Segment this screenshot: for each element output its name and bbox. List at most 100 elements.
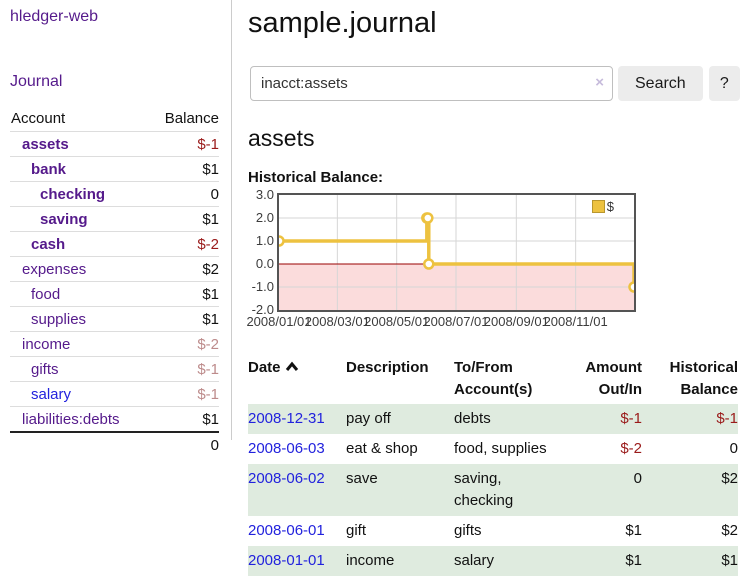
clear-search-icon[interactable]: × [595,74,604,91]
search-box: × [250,66,613,101]
account-link[interactable]: salary [31,385,72,403]
register-header-account: To/From Account(s) [454,359,533,398]
y-axis-tick-label: 3.0 [255,187,274,202]
register-row: 2008-06-01 gift gifts $1 $2 [248,516,738,546]
account-row: assets $-1 [10,131,219,157]
sidebar-item-journal[interactable]: Journal [10,73,63,90]
register-accounts: food, supplies [454,440,547,457]
accounts-header-account: Account [11,110,66,127]
accounts-total-row: 0 [10,432,219,458]
register-description: pay off [346,410,391,427]
register-row: 2008-01-01 income salary $1 $1 [248,546,738,576]
account-heading: assets [248,125,315,151]
account-link[interactable]: supplies [31,310,87,328]
account-link[interactable]: saving [40,210,88,228]
account-balance: $-1 [197,135,219,153]
x-axis-tick-label: 2008/09/01 [483,314,549,329]
x-axis-tick-label: 2008/01/01 [246,314,312,329]
register-description: income [346,552,395,569]
register-date-link[interactable]: 2008-01-01 [248,552,325,569]
accounts-total-value: 0 [210,437,219,454]
register-balance: $1 [721,552,738,569]
account-row: bank $1 [10,156,219,182]
chart-title: Historical Balance: [248,169,384,186]
register-header-row: Date Description To/From Account(s) Amou… [248,353,738,404]
account-balance: $2 [202,260,219,278]
register-balance: $2 [721,470,738,487]
account-row: checking 0 [10,181,219,207]
account-link[interactable]: liabilities:debts [22,410,120,428]
register-accounts: saving, checking [454,470,514,509]
account-link[interactable]: bank [31,160,67,178]
register-row: 2008-06-02 save saving, checking 0 $2 [248,464,738,516]
x-axis-tick-label: 2008/03/01 [304,314,370,329]
register-table: Date Description To/From Account(s) Amou… [248,353,738,576]
register-amount: 0 [633,470,642,487]
register-description: eat & shop [346,440,418,457]
accounts-table-body: assets $-1 bank $1 checking 0 saving $1 cash $-2 e… [10,131,219,459]
register-header-amount: Amount Out/In [585,359,642,398]
account-balance: $-1 [197,360,219,378]
account-link[interactable]: gifts [31,360,59,378]
account-link[interactable]: cash [31,235,66,253]
account-link[interactable]: expenses [22,260,87,278]
account-balance: $1 [202,410,219,428]
sidebar: hledger-web Journal Account Balance asse… [0,0,232,454]
register-description: gift [346,522,367,539]
account-link[interactable]: food [31,285,61,303]
account-row: expenses $2 [10,256,219,282]
y-axis-tick-label: 0.0 [255,256,274,271]
account-row: income $-2 [10,331,219,357]
register-date-link[interactable]: 2008-12-31 [248,410,325,427]
account-balance: $-1 [197,385,219,403]
register-amount: $1 [625,552,642,569]
page-title: sample.journal [248,7,437,39]
legend-label: $ [606,199,614,214]
register-amount: $-2 [620,440,642,457]
accounts-table: Account Balance assets $-1 bank $1 checking 0… [10,107,219,458]
chart-plot-area: $ [273,193,640,312]
register-description: save [346,470,378,487]
historical-balance-chart: $ 3.0 2.0 1.0 0.0 -1.0 -2.0 2008/01/01 2008/03/… [246,188,718,330]
register-amount: $-1 [620,410,642,427]
search-button[interactable]: Search [618,66,703,101]
register-row: 2008-06-03 eat & shop food, supplies $-2 0 [248,434,738,464]
y-axis-tick-label: -1.0 [251,279,274,294]
account-balance: $-2 [197,235,219,253]
account-balance: $1 [202,210,219,228]
register-accounts: debts [454,410,491,427]
chart-canvas [273,195,640,310]
legend-swatch-icon [591,200,605,213]
register-date-link[interactable]: 2008-06-01 [248,522,325,539]
search-bar: × Search ? [248,66,740,101]
account-link[interactable]: checking [40,185,106,203]
app-title-link[interactable]: hledger-web [10,8,99,25]
register-accounts: salary [454,552,495,569]
register-header-balance: Historical Balance [669,359,738,398]
register-date-link[interactable]: 2008-06-02 [248,470,325,487]
account-link[interactable]: assets [22,135,69,153]
account-row: gifts $-1 [10,356,219,382]
account-row: cash $-2 [10,231,219,257]
account-balance: $1 [202,310,219,328]
register-date-link[interactable]: 2008-06-03 [248,440,325,457]
x-axis-tick-label: 2008/11/01 [543,314,608,329]
register-header-description: Description [346,359,429,376]
y-axis-tick-label: 1.0 [255,233,274,248]
register-header-date[interactable]: Date [248,353,346,404]
help-button[interactable]: ? [708,66,740,101]
register-table-body: 2008-12-31 pay off debts $-1 $-1 2008-06-03 ea… [248,404,738,576]
account-balance: $-2 [197,335,219,353]
accounts-header-row: Account Balance [10,107,219,132]
account-row: saving $1 [10,206,219,232]
register-row: 2008-12-31 pay off debts $-1 $-1 [248,404,738,434]
account-balance: 0 [210,185,219,203]
accounts-header-balance: Balance [164,110,219,127]
y-axis-tick-label: 2.0 [255,210,274,225]
x-axis-tick-label: 2008/07/01 [423,314,489,329]
account-row: food $1 [10,281,219,307]
account-link[interactable]: income [22,335,71,353]
search-input[interactable] [250,66,613,101]
x-axis-tick-label: 2008/05/01 [364,314,430,329]
account-row: salary $-1 [10,381,219,407]
